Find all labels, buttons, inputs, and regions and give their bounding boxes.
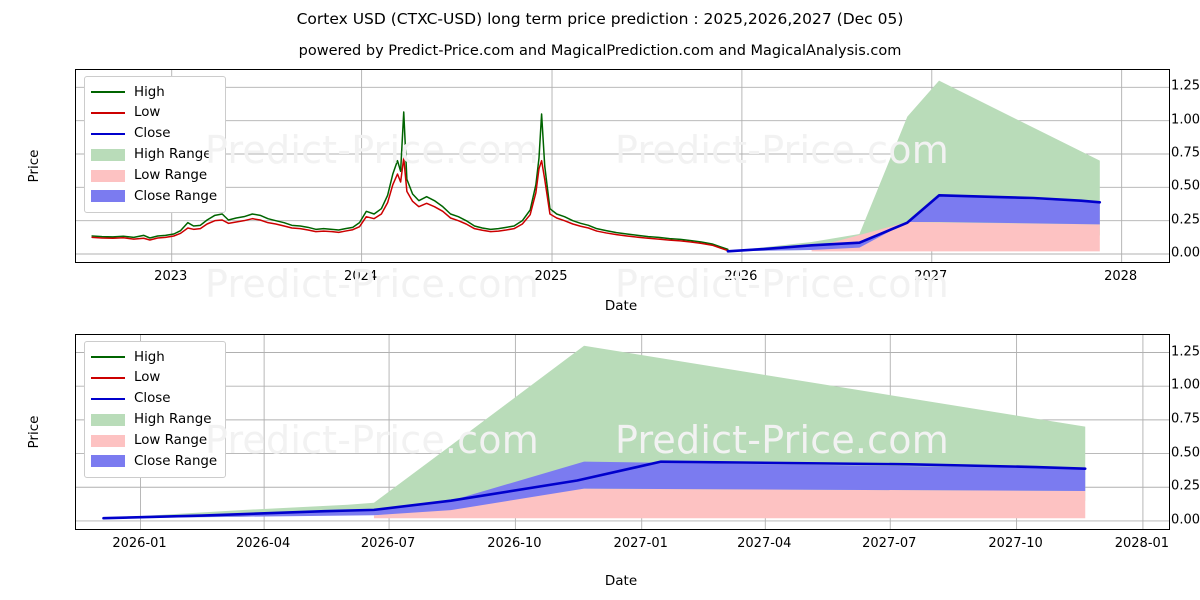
x-tick-label: 2026 [724, 269, 758, 284]
legend-patch-swatch [91, 434, 125, 447]
legend-patch-swatch [91, 455, 125, 468]
legend-item-close[interactable]: Close [91, 389, 217, 410]
legend-item-high[interactable]: High [91, 82, 217, 103]
legend-label: High Range [134, 412, 212, 428]
x-tick-label: 2026-10 [487, 536, 542, 551]
legend-patch-swatch [91, 413, 125, 426]
legend-line-swatch [91, 377, 125, 380]
legend-label: Low [134, 370, 161, 386]
legend-line-swatch [91, 112, 125, 115]
page-subtitle: powered by Predict-Price.com and Magical… [298, 42, 902, 59]
legend-label: Close [134, 126, 171, 142]
legend-label: Close [134, 391, 171, 407]
page-title: Cortex USD (CTXC-USD) long term price pr… [296, 10, 904, 28]
x-tick-label: 2027-10 [988, 536, 1043, 551]
legend-item-high-range[interactable]: High Range [91, 409, 217, 430]
y-tick-label: 0.50 [1171, 178, 1200, 194]
top-chart-panel: 0.00 0.25 0.50 0.75 1.00 1.25 2023 2024 2025 202… [26, 69, 1200, 314]
y-tick-label: 0.00 [1171, 245, 1200, 261]
x-tick-label: 2027-04 [737, 536, 792, 551]
legend-label: High [134, 84, 165, 100]
legend-item-close-range[interactable]: Close Range [91, 186, 217, 207]
top-x-axis-label: Date [604, 298, 638, 314]
x-tick-label: 2024 [344, 269, 378, 284]
top-plot-area [75, 69, 1170, 263]
legend-label: Low Range [134, 432, 208, 448]
title-block: Cortex USD (CTXC-USD) long term price pr… [0, 0, 1200, 58]
legend-item-low-range[interactable]: Low Range [91, 165, 217, 186]
legend-patch-swatch [91, 148, 125, 161]
y-tick-label: 1.00 [1171, 377, 1200, 393]
x-tick-label: 2026-04 [235, 536, 291, 551]
legend-item-close-range[interactable]: Close Range [91, 451, 217, 472]
legend-line-swatch [91, 91, 125, 94]
top-plot-svg [76, 70, 1169, 262]
y-tick-label: 0.25 [1171, 478, 1200, 494]
x-tick-label: 2027 [914, 269, 948, 284]
y-tick-label: 0.25 [1171, 212, 1200, 228]
y-tick-label: 0.75 [1171, 145, 1200, 161]
x-tick-label: 2027-07 [862, 536, 917, 551]
x-tick-label: 2026-07 [360, 536, 416, 551]
y-tick-label: 0.00 [1171, 512, 1200, 528]
legend-label: Low Range [134, 167, 208, 183]
legend-line-swatch [91, 397, 125, 400]
x-tick-label: 2027-01 [613, 536, 668, 551]
top-legend[interactable]: High Low Close High Range Low Range Close Ran… [84, 76, 227, 213]
x-tick-label: 2026-01 [112, 536, 167, 551]
legend-label: Close Range [134, 188, 218, 204]
x-tick-label: 2028 [1104, 269, 1138, 284]
legend-item-low[interactable]: Low [91, 103, 217, 124]
y-tick-label: 1.25 [1171, 344, 1200, 359]
top-y-axis-label: Price [26, 149, 42, 183]
legend-item-low[interactable]: Low [91, 368, 217, 389]
x-tick-label: 2025 [534, 269, 568, 284]
bottom-y-axis-label: Price [26, 415, 42, 449]
legend-patch-swatch [91, 169, 125, 182]
bottom-legend[interactable]: High Low Close High Range Low Range Close Ran… [84, 341, 227, 478]
legend-line-swatch [91, 132, 125, 135]
bottom-plot-area [75, 334, 1170, 530]
y-tick-label: 1.00 [1171, 112, 1200, 128]
legend-label: High Range [134, 147, 212, 163]
legend-label: Low [134, 105, 161, 121]
x-tick-label: 2023 [154, 269, 188, 284]
bottom-x-axis-label: Date [604, 573, 638, 589]
legend-item-high-range[interactable]: High Range [91, 144, 217, 165]
y-tick-label: 0.75 [1171, 411, 1200, 427]
x-tick-label: 2028-01 [1114, 536, 1170, 551]
y-tick-label: 1.25 [1171, 78, 1200, 94]
legend-label: High [134, 349, 165, 365]
legend-patch-swatch [91, 190, 125, 203]
y-tick-label: 0.50 [1171, 445, 1200, 461]
legend-item-close[interactable]: Close [91, 124, 217, 145]
legend-item-high[interactable]: High [91, 347, 217, 368]
bottom-plot-svg [76, 335, 1169, 529]
legend-label: Close Range [134, 453, 218, 469]
legend-line-swatch [91, 356, 125, 359]
legend-item-low-range[interactable]: Low Range [91, 430, 217, 451]
bottom-chart-panel: 0.00 0.25 0.50 0.75 1.00 1.25 2026-01 2026-04 2… [0, 320, 1200, 600]
